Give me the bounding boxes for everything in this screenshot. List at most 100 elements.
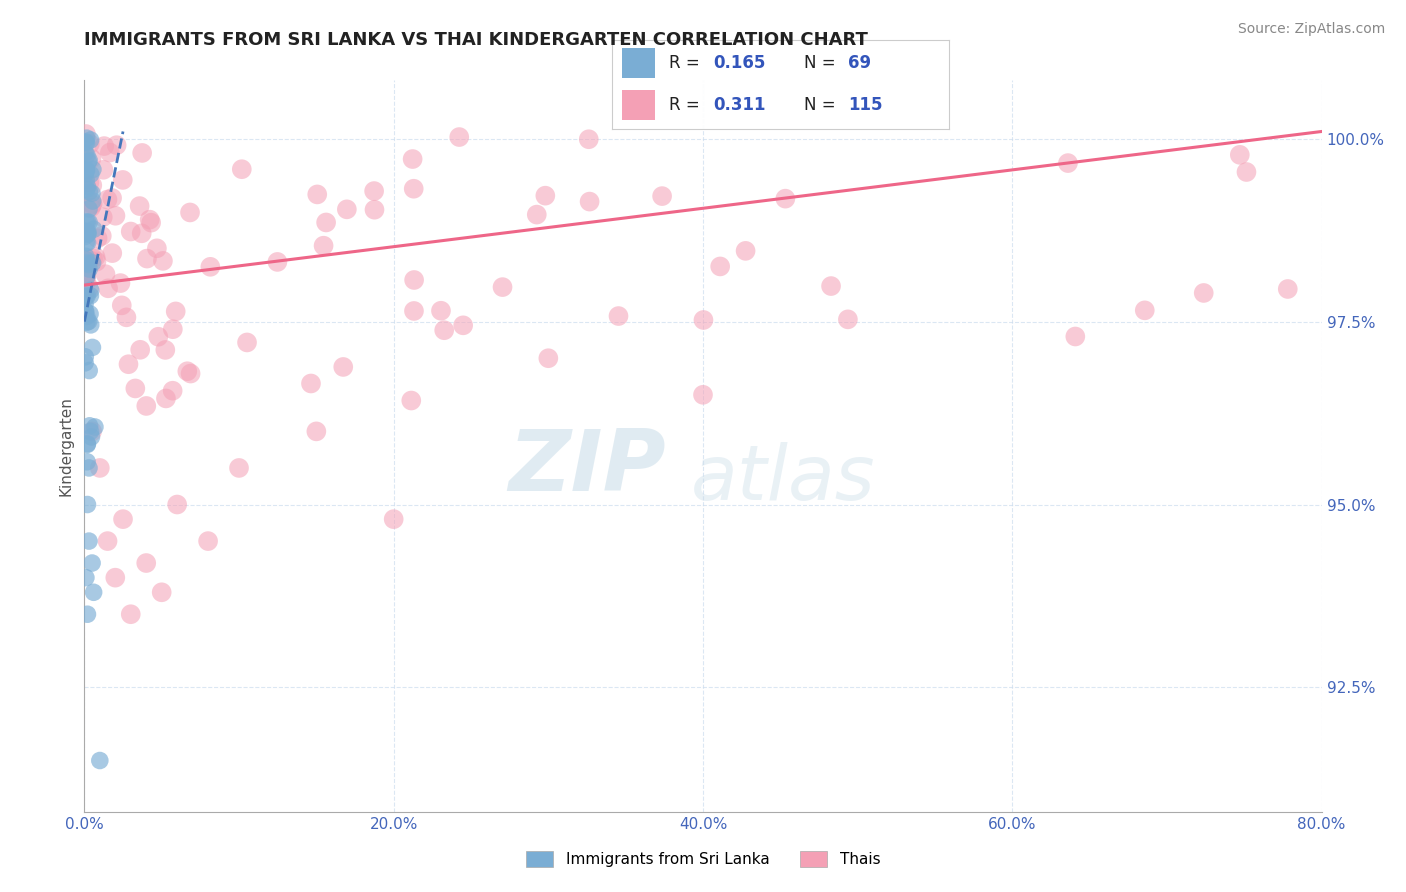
Text: Source: ZipAtlas.com: Source: ZipAtlas.com bbox=[1237, 22, 1385, 37]
Point bbox=[228, 461, 250, 475]
Point bbox=[86, 254, 108, 268]
Point bbox=[77, 534, 100, 549]
Point bbox=[98, 145, 121, 160]
Point bbox=[80, 198, 103, 212]
Point bbox=[117, 357, 139, 371]
Point bbox=[80, 167, 103, 181]
Point bbox=[111, 298, 134, 312]
Point bbox=[131, 227, 153, 241]
Point bbox=[82, 162, 104, 177]
Point bbox=[75, 350, 97, 364]
Point bbox=[75, 163, 97, 178]
Point bbox=[775, 192, 797, 206]
Point bbox=[299, 376, 322, 391]
Point bbox=[231, 162, 253, 177]
Point bbox=[75, 269, 97, 284]
Point bbox=[578, 132, 600, 146]
Point bbox=[80, 318, 103, 332]
Point bbox=[433, 323, 456, 337]
Point bbox=[363, 184, 385, 198]
Point bbox=[578, 194, 600, 209]
Point bbox=[111, 173, 134, 187]
Point bbox=[537, 351, 560, 366]
Point bbox=[155, 343, 177, 357]
Point bbox=[104, 571, 127, 585]
Point bbox=[76, 215, 98, 229]
Point bbox=[131, 145, 153, 160]
Point bbox=[75, 127, 97, 141]
Point bbox=[534, 188, 557, 202]
Point bbox=[138, 212, 160, 227]
Point bbox=[77, 215, 100, 229]
Point bbox=[75, 260, 97, 275]
Text: R =: R = bbox=[669, 96, 704, 114]
Point bbox=[430, 303, 453, 318]
Point bbox=[166, 498, 188, 512]
Point bbox=[709, 260, 731, 274]
Point bbox=[84, 250, 107, 264]
Point bbox=[75, 229, 97, 244]
Point bbox=[135, 556, 157, 570]
Point bbox=[526, 208, 548, 222]
Point bbox=[75, 145, 97, 160]
Point bbox=[162, 384, 184, 398]
Point bbox=[96, 534, 118, 549]
Point bbox=[75, 178, 97, 192]
Point bbox=[101, 246, 124, 260]
Point bbox=[77, 461, 100, 475]
Point bbox=[77, 258, 100, 272]
Point bbox=[89, 461, 111, 475]
Point bbox=[180, 367, 202, 381]
Point bbox=[77, 262, 100, 277]
Point bbox=[837, 312, 859, 326]
Point bbox=[75, 215, 97, 229]
Point bbox=[75, 290, 97, 304]
Point bbox=[96, 193, 118, 207]
Point bbox=[401, 393, 423, 408]
Point bbox=[82, 340, 104, 354]
Point bbox=[83, 222, 105, 236]
Point bbox=[75, 135, 97, 149]
Point bbox=[75, 356, 97, 370]
Point bbox=[76, 148, 98, 162]
Point bbox=[75, 249, 97, 263]
Point bbox=[75, 275, 97, 289]
Point bbox=[1057, 156, 1080, 170]
Point bbox=[266, 255, 288, 269]
Point bbox=[402, 304, 425, 318]
Point bbox=[76, 182, 98, 196]
Point bbox=[449, 130, 471, 145]
Text: 0.311: 0.311 bbox=[713, 96, 765, 114]
Point bbox=[75, 252, 97, 267]
Point bbox=[75, 304, 97, 318]
Point bbox=[312, 238, 335, 252]
Point bbox=[197, 534, 219, 549]
Point bbox=[162, 322, 184, 336]
Point bbox=[75, 571, 97, 585]
Point bbox=[79, 418, 101, 433]
Point bbox=[124, 381, 146, 395]
Point bbox=[110, 276, 132, 290]
Point bbox=[82, 178, 104, 193]
Point bbox=[363, 202, 385, 217]
Point bbox=[76, 179, 98, 194]
Point bbox=[692, 313, 714, 327]
Point bbox=[607, 309, 630, 323]
Point bbox=[75, 167, 97, 181]
Point bbox=[82, 252, 104, 266]
Point bbox=[305, 425, 328, 439]
Point bbox=[200, 260, 222, 274]
Bar bbox=[621, 90, 655, 120]
Point bbox=[76, 436, 98, 450]
Point bbox=[332, 359, 354, 374]
Point bbox=[75, 224, 97, 238]
Point bbox=[76, 227, 98, 241]
Point bbox=[1133, 303, 1156, 318]
Point bbox=[651, 189, 673, 203]
Point bbox=[136, 252, 159, 266]
Point bbox=[93, 162, 115, 177]
Point bbox=[83, 585, 105, 599]
Point bbox=[80, 186, 103, 201]
Point bbox=[152, 253, 174, 268]
Point bbox=[104, 209, 127, 223]
